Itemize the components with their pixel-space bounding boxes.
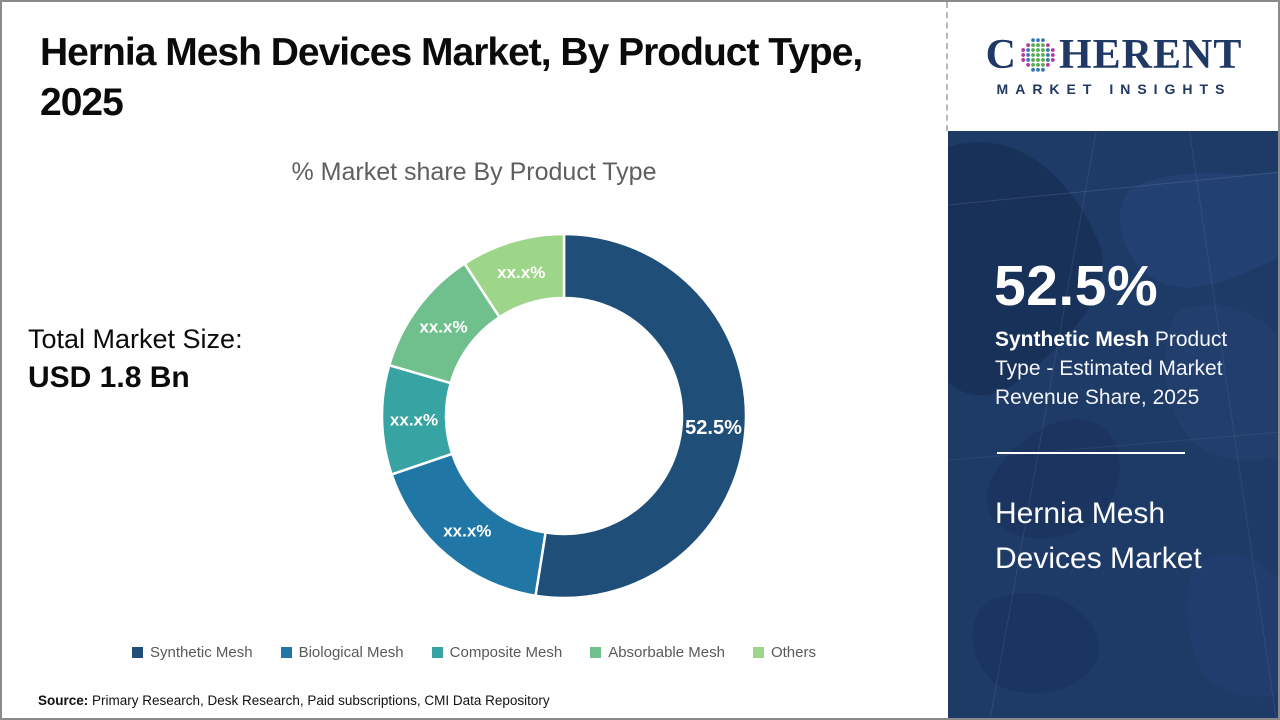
highlight-stat-rest: Product Type - Estimated Market Revenue … [995, 328, 1228, 409]
legend-label: Others [770, 644, 816, 661]
legend-swatch [431, 647, 443, 658]
slice-label: xx.x% [419, 318, 467, 337]
page-title: Hernia Mesh Devices Market, By Product T… [40, 31, 863, 124]
brand-name: C HERENT [986, 34, 1243, 76]
brand-logo: C HERENT MARKET INSIGHTS [948, 0, 1280, 131]
brand-letters-rest: HERENT [1058, 32, 1243, 78]
slice-label: xx.x% [443, 522, 491, 541]
dotted-globe-icon [1021, 38, 1055, 72]
legend-label: Absorbable Mesh [608, 644, 725, 661]
legend-swatch [280, 647, 292, 658]
donut-slice-synthetic-mesh [534, 232, 748, 600]
slice-label: xx.x% [390, 410, 438, 429]
donut-slice-others [463, 232, 566, 319]
slice-label: xx.x% [497, 263, 545, 282]
legend-item-synthetic-mesh: Synthetic Mesh [132, 644, 253, 661]
legend-swatch [132, 647, 144, 658]
brand-letter-c: C [985, 32, 1017, 78]
highlight-stat-value: 52.5% [994, 254, 1159, 318]
world-map-texture [948, 131, 1280, 718]
source-label: Source: [38, 693, 89, 708]
slice-label: 52.5% [685, 417, 742, 439]
donut-chart: 52.5% xx.x% xx.x% xx.x% xx.x% [374, 226, 754, 606]
panel-market-title: Hernia Mesh Devices Market [995, 497, 1202, 575]
header-dashed-divider [946, 2, 948, 131]
highlight-stat-category: Synthetic Mesh [995, 328, 1150, 351]
source-note: Source: Primary Research, Desk Research,… [38, 693, 550, 708]
legend-item-composite-mesh: Composite Mesh [431, 644, 563, 661]
source-text: Primary Research, Desk Research, Paid su… [88, 693, 550, 708]
legend-label: Synthetic Mesh [150, 644, 253, 661]
legend-item-absorbable-mesh: Absorbable Mesh [590, 644, 725, 661]
brand-subtitle: MARKET INSIGHTS [996, 81, 1232, 97]
legend-item-others: Others [752, 644, 816, 661]
chart-title: % Market share By Product Type [291, 158, 657, 186]
legend-swatch [590, 647, 602, 658]
total-market-size: Total Market Size: USD 1.8 Bn [28, 324, 243, 395]
panel-divider-line [997, 452, 1185, 454]
chart-legend: Synthetic Mesh Biological Mesh Composite M… [0, 644, 948, 661]
highlight-stat-description: Synthetic Mesh Product Type - Estimated … [995, 325, 1243, 412]
highlight-panel: 52.5% Synthetic Mesh Product Type - Esti… [948, 131, 1280, 718]
legend-item-biological-mesh: Biological Mesh [280, 644, 404, 661]
total-market-size-value: USD 1.8 Bn [28, 361, 190, 394]
legend-label: Composite Mesh [449, 644, 563, 661]
legend-swatch [752, 647, 764, 658]
total-market-size-label: Total Market Size: [28, 324, 243, 354]
legend-label: Biological Mesh [298, 644, 404, 661]
